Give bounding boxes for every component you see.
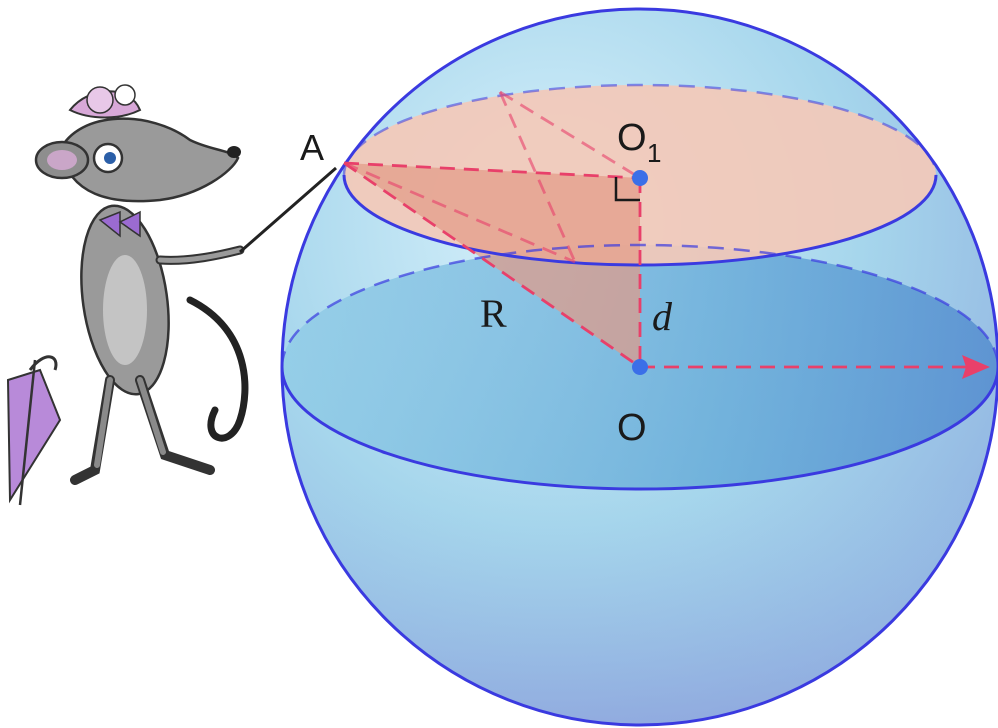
label-a: A [300,127,324,168]
point-o [632,359,648,375]
construction-lines [343,90,972,369]
section-back-dashed [342,83,938,176]
label-r: R [480,291,507,336]
label-o: O [617,407,647,449]
sphere-outline [280,7,998,727]
segment-a-o1 [343,161,641,180]
equator-back-dashed [280,243,998,368]
label-o1-subscript: 1 [647,138,661,168]
inner-dashed-1 [499,90,641,180]
mouse-character-illustration [6,84,337,506]
inner-dashed-3 [343,161,576,264]
point-o1 [632,170,648,186]
right-angle-mark [614,177,640,202]
label-o1: O [617,117,647,159]
label-d: d [652,294,673,339]
inner-dashed-2 [498,91,577,263]
segment-a-o [343,161,641,369]
equator-front [280,366,998,491]
arrow-head-icon [962,355,990,379]
